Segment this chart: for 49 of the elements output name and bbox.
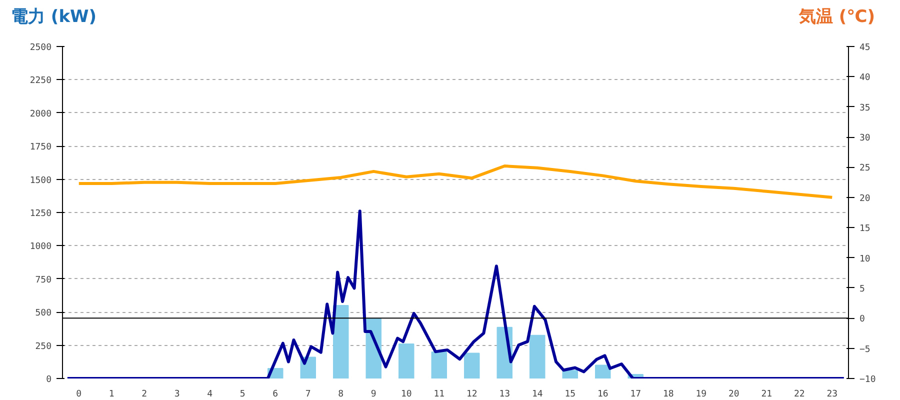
x-tick-label: 12 [466, 390, 478, 400]
x-tick-label: 21 [761, 390, 772, 400]
y2-tick-label: 25 [860, 164, 870, 174]
x-tick-label: 8 [338, 390, 344, 400]
x-tick-label: 0 [76, 390, 82, 400]
x-tick-label: 2 [142, 390, 148, 400]
y2-tick-label: 45 [860, 43, 870, 53]
x-tick-label: 7 [305, 390, 311, 400]
y2-tick-label: 10 [860, 254, 870, 264]
x-tick-label: 18 [662, 390, 674, 400]
x-tick-label: 5 [240, 390, 246, 400]
y-tick-label: 750 [35, 275, 52, 286]
x-tick-label: 6 [272, 390, 278, 400]
y-tick-label: 2000 [30, 109, 52, 120]
x-tick-label: 17 [630, 390, 642, 400]
x-tick-label: 20 [728, 390, 740, 400]
y-tick-label: 1750 [30, 142, 52, 153]
y2-tick-label: 35 [860, 103, 870, 114]
x-tick-label: 1 [108, 390, 114, 400]
x-tick-label: 22 [794, 390, 805, 400]
x-tick-label: 13 [499, 390, 510, 400]
y2-tick-label: 15 [860, 224, 870, 234]
y2-tick-label: −10 [860, 375, 876, 385]
x-tick-label: 10 [400, 390, 412, 400]
y-tick-label: 1000 [30, 242, 52, 252]
y-tick-label: 2500 [30, 43, 52, 53]
y-axis-title: 電力 (kW) [11, 6, 97, 29]
x-tick-label: 9 [370, 390, 376, 400]
y-tick-label: 2250 [30, 76, 52, 86]
x-tick-label: 15 [564, 390, 576, 400]
x-tick-label: 16 [597, 390, 608, 400]
y-tick-label: 1250 [30, 209, 52, 219]
y2-tick-label: 5 [860, 284, 865, 294]
y2-axis-title: 気温 (℃) [798, 6, 875, 29]
y2-tick-label: −5 [860, 344, 870, 355]
y2-tick-label: 20 [860, 194, 870, 204]
y2-tick-label: 0 [860, 314, 865, 325]
x-tick-label: 11 [434, 390, 445, 400]
x-tick-label: 4 [207, 390, 213, 400]
x-tick-label: 23 [826, 390, 838, 400]
y-tick-label: 250 [35, 342, 52, 352]
x-tick-label: 3 [174, 390, 180, 400]
x-tick-label: 14 [532, 390, 543, 400]
x-tick-label: 19 [696, 390, 707, 400]
y-tick-label: 1500 [30, 176, 52, 186]
y-tick-label: 0 [46, 375, 52, 385]
y2-tick-label: 30 [860, 134, 870, 144]
y2-tick-label: 40 [860, 73, 870, 84]
y-tick-label: 500 [35, 308, 52, 319]
